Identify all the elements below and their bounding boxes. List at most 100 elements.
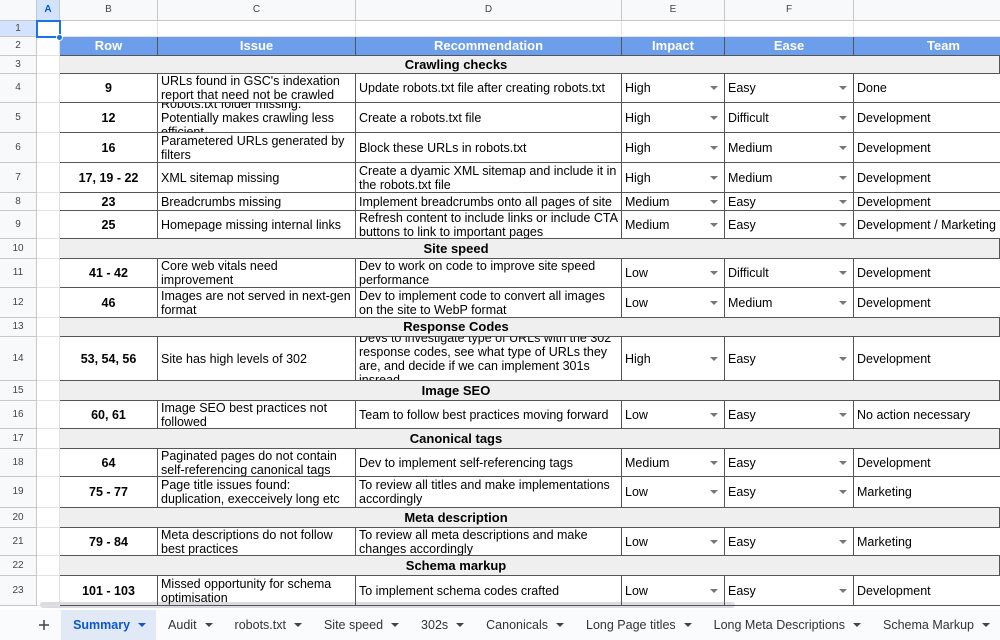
sheet-tab[interactable]: Long Page titles bbox=[574, 610, 702, 640]
cell: Update robots.txt file after creating ro… bbox=[356, 74, 622, 103]
cell: Implement breadcrumbs onto all pages of … bbox=[356, 193, 622, 211]
dropdown-cell[interactable]: Low bbox=[622, 288, 725, 318]
cell: Image SEO best practices not followed bbox=[158, 401, 356, 429]
dropdown-cell[interactable]: Easy bbox=[725, 337, 854, 381]
dropdown-cell[interactable]: Medium bbox=[622, 449, 725, 477]
row-number: 19 bbox=[0, 477, 37, 508]
row-ref: 17, 19 - 22 bbox=[60, 163, 158, 193]
sheet-tab[interactable]: Summary bbox=[61, 610, 157, 640]
sheet-tab[interactable]: robots.txt bbox=[223, 610, 312, 640]
sheet-tab[interactable]: Site speed bbox=[312, 610, 409, 640]
cell: To review all meta descriptions and make… bbox=[356, 528, 622, 556]
row-ref: 101 - 103 bbox=[60, 576, 158, 606]
dropdown-cell[interactable]: Easy bbox=[725, 477, 854, 508]
dropdown-cell[interactable]: Low bbox=[622, 528, 725, 556]
dropdown-cell[interactable]: Difficult bbox=[725, 259, 854, 288]
cell bbox=[37, 259, 60, 288]
section-header: Image SEO bbox=[60, 381, 1000, 401]
row-number: 18 bbox=[0, 449, 37, 477]
sheet-tab[interactable]: 302s bbox=[409, 610, 474, 640]
dropdown-cell[interactable]: Easy bbox=[725, 193, 854, 211]
row-number: 10 bbox=[0, 239, 37, 259]
cell bbox=[37, 193, 60, 211]
selection-handle bbox=[56, 34, 63, 41]
cell bbox=[37, 74, 60, 103]
cell: Development bbox=[854, 259, 1000, 288]
cell: Development bbox=[854, 193, 1000, 211]
cell: Development bbox=[854, 288, 1000, 318]
cell bbox=[37, 477, 60, 508]
dropdown-cell[interactable]: Low bbox=[622, 477, 725, 508]
row-number: 5 bbox=[0, 103, 37, 133]
cell: To review all titles and make implementa… bbox=[356, 477, 622, 508]
dropdown-cell[interactable]: Easy bbox=[725, 211, 854, 239]
row-number: 13 bbox=[0, 318, 37, 337]
cell: Development bbox=[854, 163, 1000, 193]
dropdown-cell[interactable]: Low bbox=[622, 259, 725, 288]
cell bbox=[37, 401, 60, 429]
sheet-tab[interactable]: Audit bbox=[156, 610, 223, 640]
row-ref: 53, 54, 56 bbox=[60, 337, 158, 381]
dropdown-cell[interactable]: Medium bbox=[725, 133, 854, 163]
row-number: 12 bbox=[0, 288, 37, 318]
dropdown-cell[interactable]: High bbox=[622, 133, 725, 163]
dropdown-cell[interactable]: Easy bbox=[725, 449, 854, 477]
cell: Dev to implement self-referencing tags bbox=[356, 449, 622, 477]
sheet-tab[interactable]: Canonicals bbox=[474, 610, 574, 640]
tab-controls[interactable] bbox=[0, 610, 61, 640]
cell bbox=[37, 528, 60, 556]
cell: Paginated pages do not contain self-refe… bbox=[158, 449, 356, 477]
cell bbox=[37, 163, 60, 193]
cell bbox=[37, 556, 60, 576]
corner bbox=[0, 0, 37, 21]
row-ref: 12 bbox=[60, 103, 158, 133]
cell bbox=[37, 37, 60, 56]
dropdown-cell[interactable]: Low bbox=[622, 576, 725, 606]
cell: Missed opportunity for schema optimisati… bbox=[158, 576, 356, 606]
dropdown-cell[interactable]: Easy bbox=[725, 74, 854, 103]
dropdown-cell[interactable]: High bbox=[622, 163, 725, 193]
dropdown-cell[interactable]: Medium bbox=[725, 288, 854, 318]
row-number: 17 bbox=[0, 429, 37, 449]
cell: No action necessary bbox=[854, 401, 1000, 429]
cell bbox=[37, 508, 60, 528]
row-ref: 46 bbox=[60, 288, 158, 318]
row-number: 6 bbox=[0, 133, 37, 163]
cell: Site has high levels of 302 bbox=[158, 337, 356, 381]
dropdown-cell[interactable]: High bbox=[622, 103, 725, 133]
cell: Team to follow best practices moving for… bbox=[356, 401, 622, 429]
cell: Marketing bbox=[854, 477, 1000, 508]
sheet-tab[interactable]: Long Meta Descriptions bbox=[702, 610, 871, 640]
table-header: Issue bbox=[158, 37, 356, 56]
row-number: 23 bbox=[0, 576, 37, 606]
cell: Development bbox=[854, 576, 1000, 606]
cell: XML sitemap missing bbox=[158, 163, 356, 193]
dropdown-cell[interactable]: Easy bbox=[725, 401, 854, 429]
dropdown-cell[interactable]: Medium bbox=[622, 193, 725, 211]
dropdown-cell[interactable]: High bbox=[622, 74, 725, 103]
cell bbox=[854, 21, 1000, 37]
row-number: 16 bbox=[0, 401, 37, 429]
dropdown-cell[interactable]: Easy bbox=[725, 528, 854, 556]
row-number: 21 bbox=[0, 528, 37, 556]
cell bbox=[37, 337, 60, 381]
dropdown-cell[interactable]: Easy bbox=[725, 576, 854, 606]
row-ref: 64 bbox=[60, 449, 158, 477]
cell: Development bbox=[854, 133, 1000, 163]
cell bbox=[622, 21, 725, 37]
dropdown-cell[interactable]: Difficult bbox=[725, 103, 854, 133]
dropdown-cell[interactable]: High bbox=[622, 337, 725, 381]
dropdown-cell[interactable]: Medium bbox=[725, 163, 854, 193]
cell bbox=[37, 211, 60, 239]
cell bbox=[37, 576, 60, 606]
section-header: Site speed bbox=[60, 239, 1000, 259]
dropdown-cell[interactable]: Low bbox=[622, 401, 725, 429]
sheet-tab[interactable]: Schema Markup bbox=[871, 610, 1000, 640]
dropdown-cell[interactable]: Medium bbox=[622, 211, 725, 239]
row-ref: 60, 61 bbox=[60, 401, 158, 429]
cell: Create a dyamic XML sitemap and include … bbox=[356, 163, 622, 193]
section-header: Crawling checks bbox=[60, 56, 1000, 74]
cell bbox=[725, 21, 854, 37]
cell: Marketing bbox=[854, 528, 1000, 556]
